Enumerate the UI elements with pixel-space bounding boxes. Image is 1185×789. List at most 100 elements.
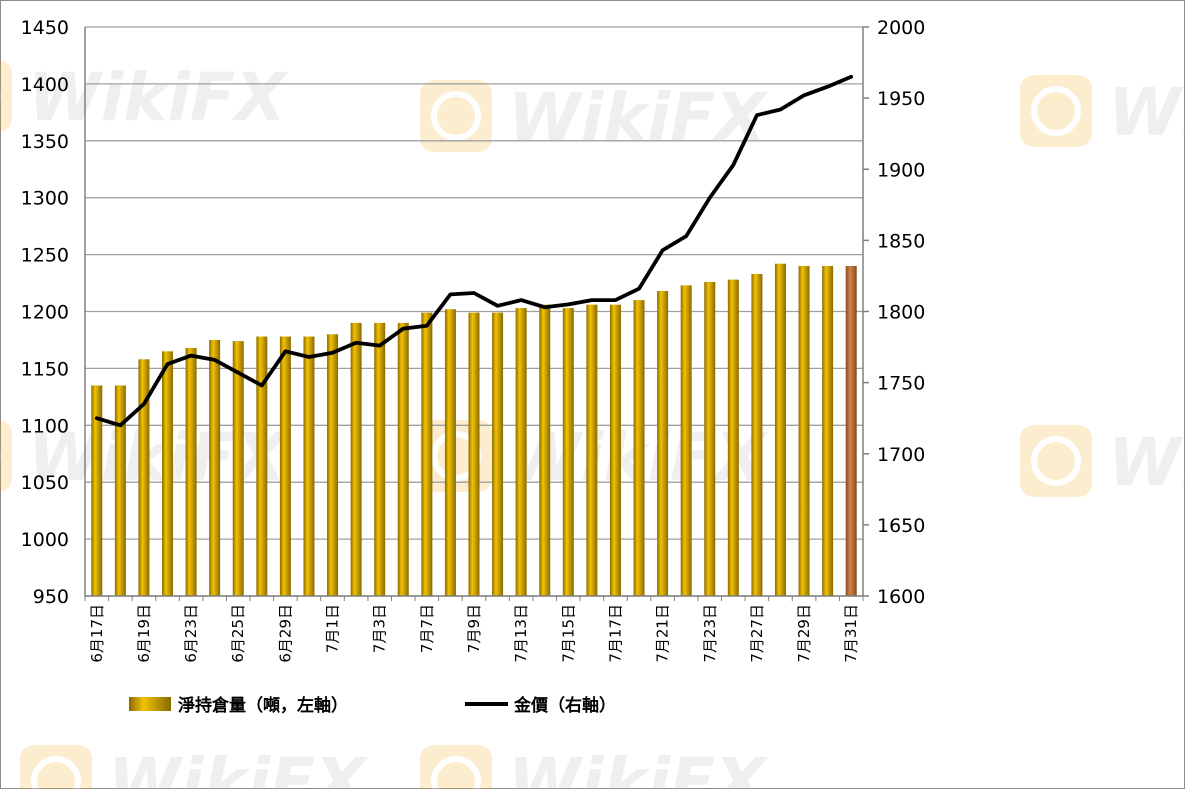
bar xyxy=(138,359,150,596)
wikifx-logo-icon xyxy=(1020,75,1092,147)
bar xyxy=(633,300,645,596)
x-tick-label: 6月23日 xyxy=(182,604,200,663)
bar xyxy=(444,309,456,596)
y-left-tick-label: 1100 xyxy=(21,415,69,437)
bar xyxy=(374,322,386,596)
x-tick-label: 7月21日 xyxy=(654,604,672,663)
bar xyxy=(845,265,857,596)
y-right-tick-label: 1850 xyxy=(877,230,925,252)
y-right-tick-label: 1750 xyxy=(877,373,925,395)
y-left-tick-label: 950 xyxy=(33,586,69,608)
y-right-tick-label: 1800 xyxy=(877,302,925,324)
x-tick-label: 6月29日 xyxy=(276,604,294,663)
wikifx-logo-icon xyxy=(0,60,12,132)
x-tick-label: 7月27日 xyxy=(748,604,766,663)
x-tick-label: 6月19日 xyxy=(135,604,153,663)
bar xyxy=(704,281,716,596)
bar xyxy=(586,304,598,596)
axes xyxy=(84,26,869,601)
bar xyxy=(209,339,221,596)
y-right-tick-label: 1600 xyxy=(877,586,925,608)
bar xyxy=(256,336,268,596)
bar xyxy=(562,308,574,596)
x-tick-label: 7月29日 xyxy=(795,604,813,663)
bar xyxy=(751,273,763,596)
x-tick-label: 7月1日 xyxy=(324,604,342,653)
y-left-tick-label: 1200 xyxy=(21,302,69,324)
wikifx-logo-icon xyxy=(0,420,12,492)
bar xyxy=(727,279,739,596)
y-right-tick-label: 1950 xyxy=(877,88,925,110)
bar xyxy=(515,308,527,596)
bar xyxy=(609,304,621,596)
watermark-text: WikiFX xyxy=(508,79,769,156)
y-left-tick-label: 1400 xyxy=(21,74,69,96)
y-left-tick-label: 1150 xyxy=(21,358,69,380)
y-axis-right-ticks: 1600 1650 1700 1750 1800 1850 1900 1950 2000 xyxy=(877,17,925,608)
bar xyxy=(185,347,197,596)
x-tick-label: 7月23日 xyxy=(701,604,719,663)
x-tick-label: 7月3日 xyxy=(371,604,389,653)
watermark: WikiFX xyxy=(0,59,289,136)
legend: 淨持倉量（噸，左軸） 金價（右軸） xyxy=(129,695,616,716)
wikifx-logo-icon xyxy=(420,80,492,152)
bar xyxy=(492,312,504,596)
bar xyxy=(798,265,810,596)
bar xyxy=(822,265,834,596)
x-tick-label: 7月17日 xyxy=(606,604,624,663)
x-tick-label: 7月15日 xyxy=(559,604,577,663)
y-right-tick-label: 2000 xyxy=(877,17,925,39)
y-left-tick-label: 1050 xyxy=(21,472,69,494)
y-right-tick-label: 1650 xyxy=(877,515,925,537)
x-tick-label: 7月7日 xyxy=(418,604,436,653)
bar xyxy=(539,304,551,596)
x-axis-ticks: 6月17日 6月19日 6月23日 6月25日 6月29日 7月1日 7月3日 7月7日 7月9… xyxy=(88,604,860,663)
bar xyxy=(303,336,315,596)
watermark-layer: WikiFX WikiFX WikiFX WikiFX WikiFX WikiFX Wiki… xyxy=(0,59,1185,789)
y-left-tick-label: 1300 xyxy=(21,188,69,210)
watermark-text: WikiFX xyxy=(1108,424,1185,501)
watermark-text: WikiFX xyxy=(28,419,289,496)
bar xyxy=(397,322,409,596)
bar xyxy=(680,285,692,596)
y-left-tick-label: 1000 xyxy=(21,529,69,551)
x-tick-label: 7月9日 xyxy=(465,604,483,653)
wikifx-logo-icon xyxy=(20,745,92,789)
line-series xyxy=(94,74,854,428)
legend-swatch-bar xyxy=(129,697,171,711)
bar xyxy=(350,322,362,596)
watermark: WikiFX xyxy=(0,419,289,496)
y-right-tick-label: 1900 xyxy=(877,159,925,181)
y-left-tick-label: 1350 xyxy=(21,131,69,153)
bar xyxy=(91,385,103,596)
watermark: WikiFX xyxy=(420,79,769,156)
watermark-text: WikiFX xyxy=(28,59,289,136)
bar xyxy=(114,385,126,596)
wikifx-logo-icon xyxy=(420,745,492,789)
bar xyxy=(162,351,174,596)
bar xyxy=(421,312,433,596)
y-left-tick-label: 1250 xyxy=(21,245,69,267)
bar xyxy=(774,263,786,596)
bar-series xyxy=(91,263,857,596)
x-tick-label: 6月17日 xyxy=(88,604,106,663)
y-right-tick-label: 1700 xyxy=(877,444,925,466)
legend-label-line: 金價（右軸） xyxy=(513,695,616,716)
x-tick-label: 6月25日 xyxy=(229,604,247,663)
y-left-tick-label: 1450 xyxy=(21,17,69,39)
x-tick-label: 7月31日 xyxy=(842,604,860,663)
x-tick-label: 7月13日 xyxy=(512,604,530,663)
series-line xyxy=(94,74,854,428)
watermark: WikiFX xyxy=(1020,424,1185,501)
watermark: WikiFX xyxy=(1020,74,1185,151)
legend-label-bar: 淨持倉量（噸，左軸） xyxy=(178,695,348,716)
watermark: WikiFX xyxy=(20,744,369,789)
bar xyxy=(232,341,244,596)
bar xyxy=(327,334,339,596)
bar xyxy=(657,291,669,596)
y-axis-left-ticks: 950 1000 1050 1100 1150 1200 1250 1300 1350 1400 1… xyxy=(21,17,69,608)
bar xyxy=(468,312,480,596)
watermark: WikiFX xyxy=(420,744,769,789)
wikifx-logo-icon xyxy=(1020,425,1092,497)
